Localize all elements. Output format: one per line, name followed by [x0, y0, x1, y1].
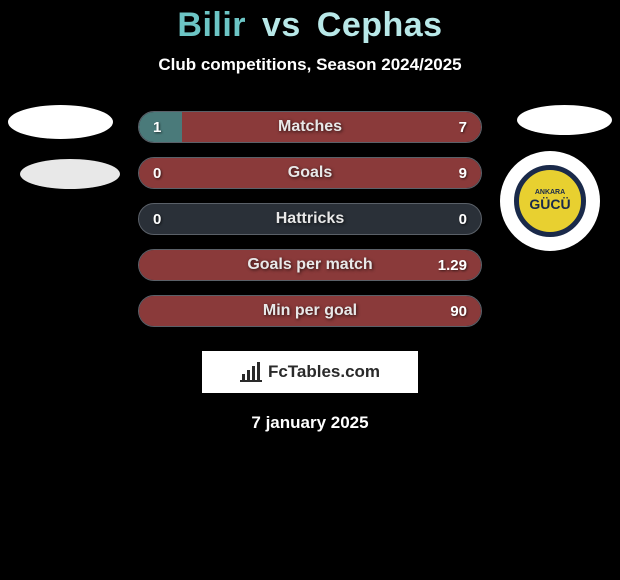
team-badge-right-logo: ANKARA GÜCÜ	[500, 151, 600, 251]
stat-value-right: 1.29	[438, 257, 467, 274]
subtitle: Club competitions, Season 2024/2025	[0, 55, 620, 75]
stat-value-right: 9	[459, 165, 467, 182]
brand-badge[interactable]: FcTables.com	[202, 351, 418, 393]
crest-text-mid: GÜCÜ	[529, 197, 570, 212]
chart-icon	[240, 362, 262, 382]
page-title: Bilir vs Cephas	[0, 6, 620, 45]
stat-row: 1Matches7	[138, 111, 482, 143]
stat-row: 0Hattricks0	[138, 203, 482, 235]
stat-label: Matches	[139, 118, 481, 136]
brand-text: FcTables.com	[268, 362, 380, 382]
stat-bars: 1Matches70Goals90Hattricks0Goals per mat…	[138, 111, 482, 327]
team-badge-right-1	[517, 105, 612, 135]
stat-label: Goals	[139, 164, 481, 182]
team-badge-left-2	[20, 159, 120, 189]
stat-value-right: 0	[459, 211, 467, 228]
title-player1: Bilir	[177, 6, 246, 44]
stats-panel: ANKARA GÜCÜ 1Matches70Goals90Hattricks0G…	[0, 111, 620, 327]
stat-label: Min per goal	[139, 302, 481, 320]
title-player2: Cephas	[317, 6, 443, 44]
team-badge-left-1	[8, 105, 113, 139]
stat-value-right: 7	[459, 119, 467, 136]
date-label: 7 january 2025	[0, 413, 620, 433]
stat-row: 0Goals9	[138, 157, 482, 189]
stat-row: Min per goal90	[138, 295, 482, 327]
ankaragucu-crest-icon: ANKARA GÜCÜ	[514, 165, 586, 237]
stat-label: Goals per match	[139, 256, 481, 274]
title-vs: vs	[262, 6, 301, 44]
stat-row: Goals per match1.29	[138, 249, 482, 281]
stat-value-right: 90	[450, 303, 467, 320]
root: Bilir vs Cephas Club competitions, Seaso…	[0, 0, 620, 433]
stat-label: Hattricks	[139, 210, 481, 228]
